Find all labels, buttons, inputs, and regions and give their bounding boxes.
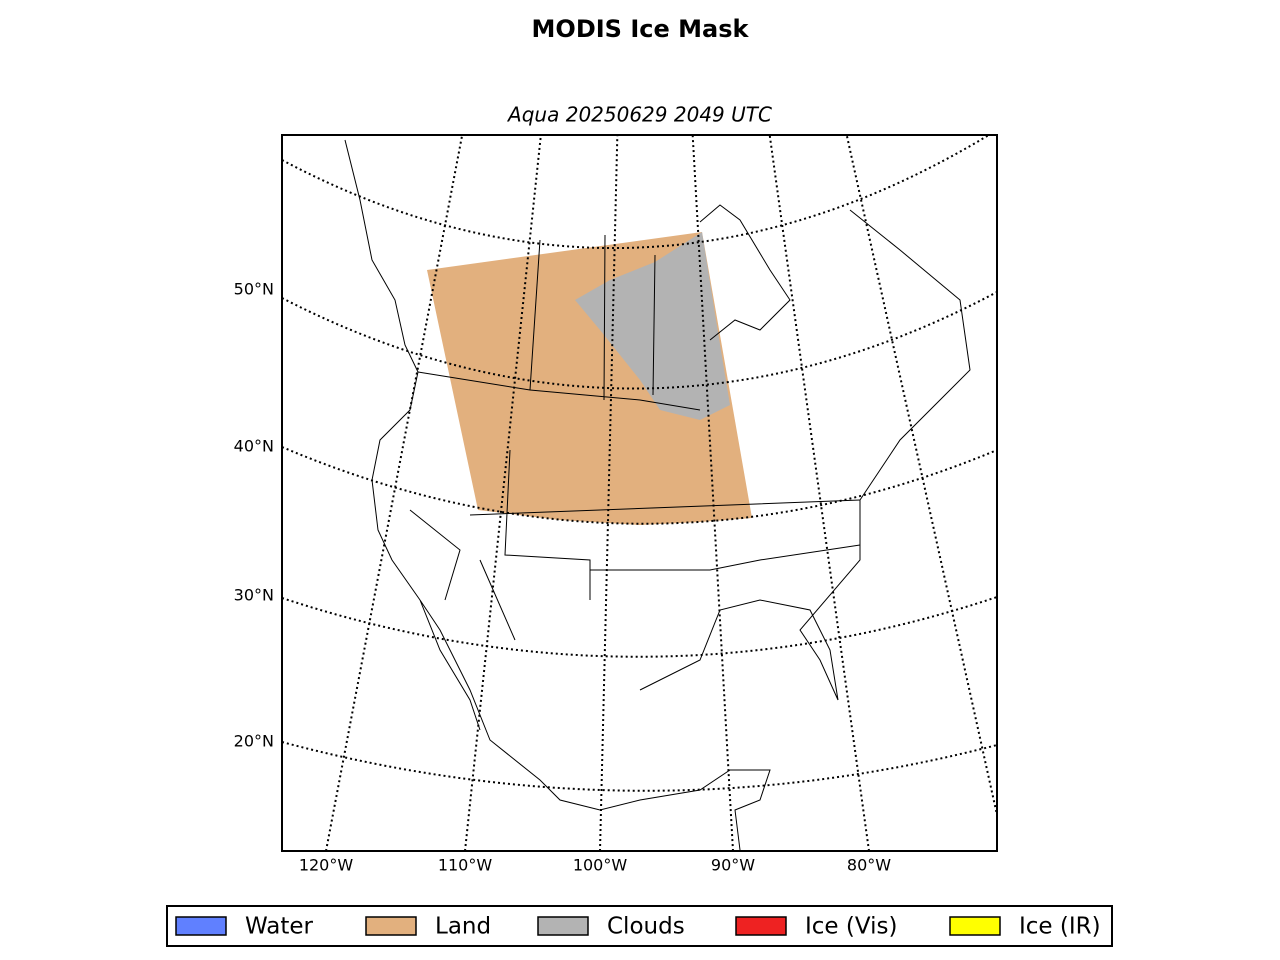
borders <box>409 234 861 641</box>
latitude-label: 40°N <box>234 437 274 456</box>
coastline <box>344 139 971 851</box>
meridian <box>325 135 464 851</box>
longitude-label: 90°W <box>711 856 755 875</box>
longitude-label: 120°W <box>299 856 354 875</box>
legend-swatch <box>365 916 417 936</box>
map <box>282 135 997 851</box>
legend-swatch <box>949 916 1001 936</box>
legend-label: Water <box>245 914 314 940</box>
title: MODIS Ice Mask <box>532 15 750 43</box>
map-frame <box>281 134 998 852</box>
longitude-label: 80°W <box>847 856 891 875</box>
legend-label: Land <box>435 914 491 940</box>
meridian <box>464 135 542 851</box>
longitude-label: 100°W <box>573 856 628 875</box>
latitude-label: 50°N <box>234 280 274 299</box>
legend-label: Ice (IR) <box>1019 914 1101 940</box>
legend-swatch <box>175 916 227 936</box>
meridian <box>599 135 619 851</box>
latitude-label: 20°N <box>234 732 274 751</box>
legend-swatch <box>735 916 787 936</box>
legend-swatch <box>537 916 589 936</box>
latitude-label: 30°N <box>234 586 274 605</box>
meridian <box>845 135 997 820</box>
meridian <box>691 135 734 851</box>
legend-label: Clouds <box>607 914 685 940</box>
cloud-swath <box>575 232 730 420</box>
longitude-label: 110°W <box>438 856 493 875</box>
legend-label: Ice (Vis) <box>805 914 897 940</box>
subtitle: Aqua 20250629 2049 UTC <box>506 103 772 127</box>
